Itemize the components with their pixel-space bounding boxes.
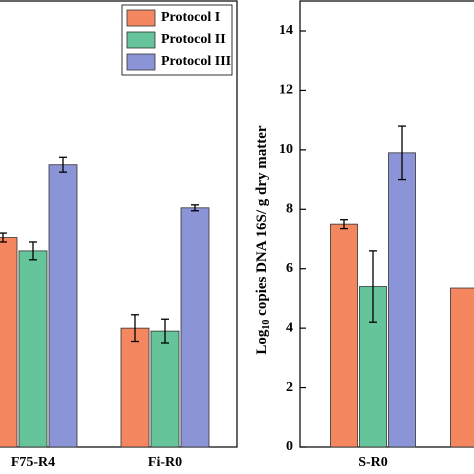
legend-swatch <box>126 53 156 71</box>
bar <box>18 250 48 448</box>
bar <box>0 237 18 448</box>
legend-label: Protocol II <box>161 32 226 47</box>
x-tick-label: F75-R4 <box>11 455 55 470</box>
y-label-part: Log <box>254 329 270 355</box>
y-tick-label: 10 <box>279 142 293 157</box>
left-frame <box>0 0 238 448</box>
bar <box>120 327 150 448</box>
y-tick-label: 12 <box>279 83 293 98</box>
bar <box>180 207 210 448</box>
y-tick-label: 8 <box>286 202 293 217</box>
bar <box>388 152 416 448</box>
y-tick-label: 4 <box>286 320 293 335</box>
y-tick-label: 0 <box>286 439 293 454</box>
bar <box>330 223 358 448</box>
y-tick-label: 2 <box>286 380 293 395</box>
y-tick-label: 6 <box>286 261 293 276</box>
y-label-sub: 10 <box>261 320 272 330</box>
legend-swatch <box>126 9 156 27</box>
x-tick-label: Fi-R0 <box>148 455 182 470</box>
right-frame <box>299 0 474 448</box>
bar <box>150 330 180 448</box>
legend-swatch <box>126 31 156 49</box>
y-axis-label: Log10 copies DNA 16S/ g dry matter <box>254 125 272 355</box>
legend-label: Protocol III <box>161 54 231 69</box>
bar <box>48 164 78 448</box>
y-tick-label: 14 <box>279 23 293 38</box>
x-tick-label: S-R0 <box>358 455 388 470</box>
bar <box>450 287 474 448</box>
y-label-part: copies DNA 16S/ g dry matter <box>254 125 270 319</box>
legend-label: Protocol I <box>161 10 220 25</box>
